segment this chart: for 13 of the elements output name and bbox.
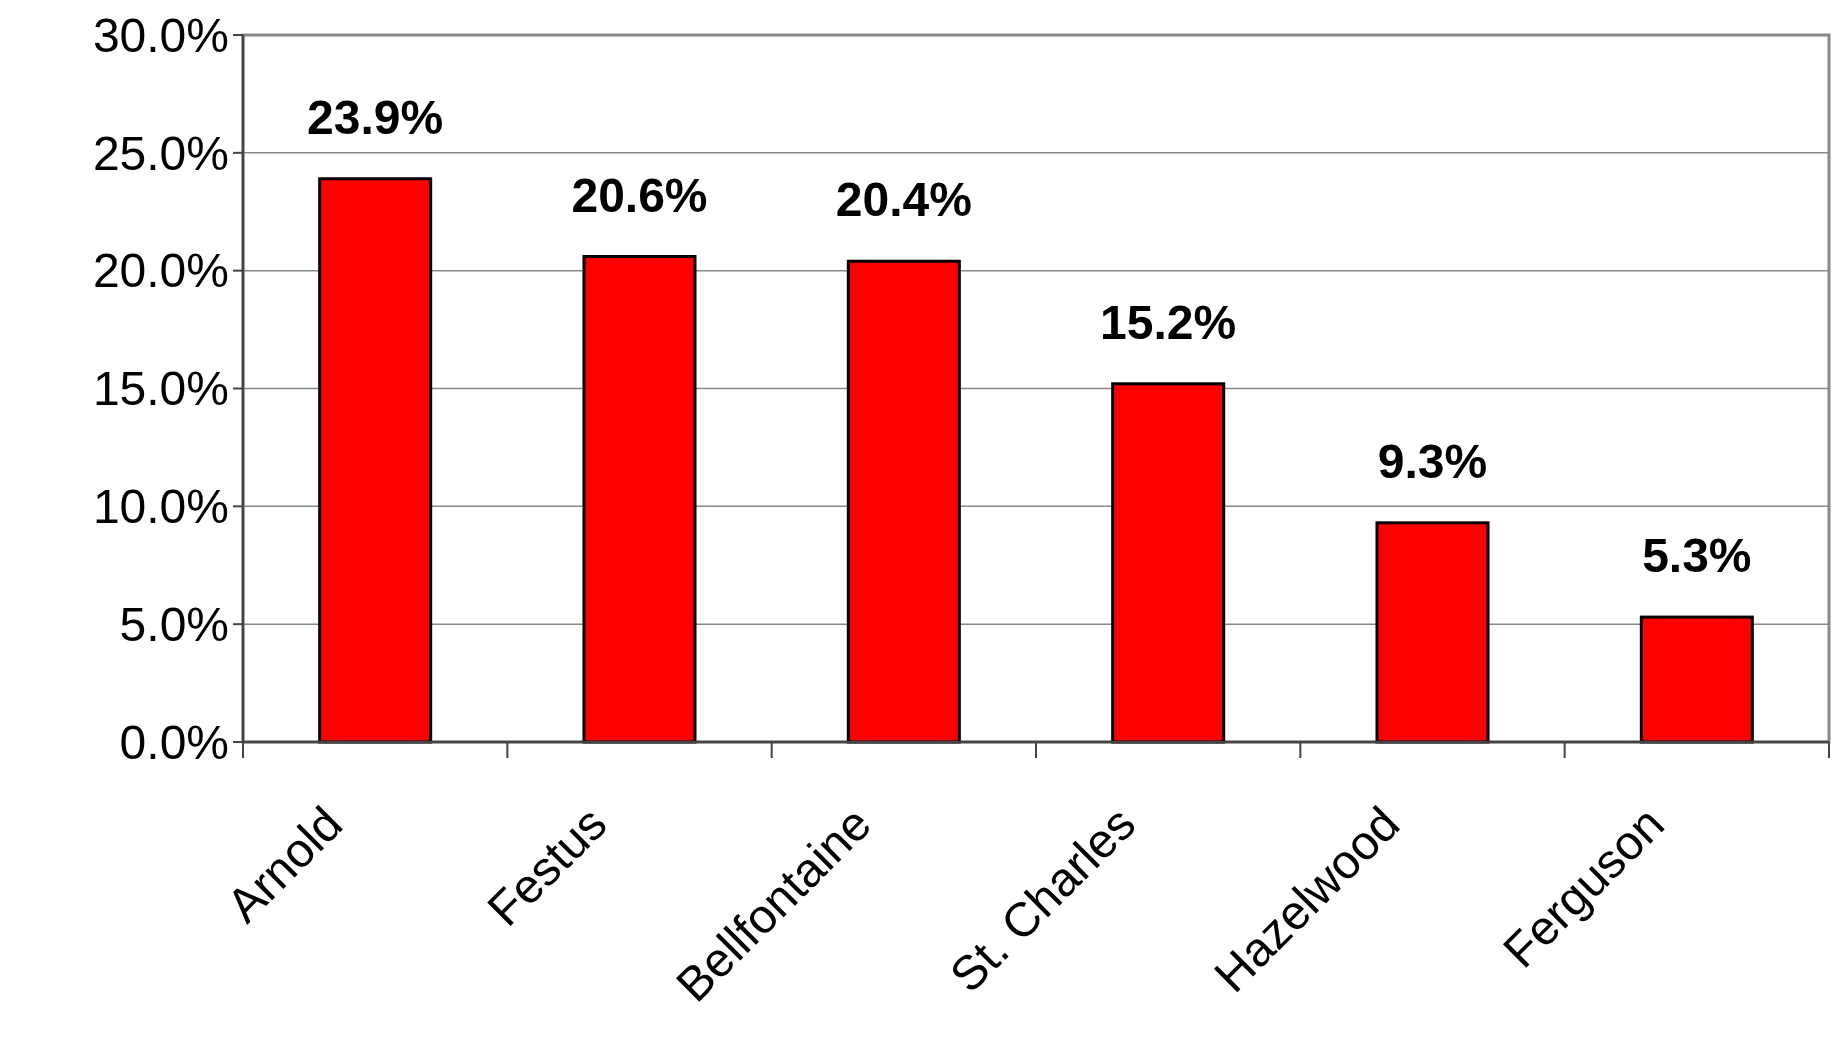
data-label: 5.3%: [1642, 529, 1752, 583]
data-label: 15.2%: [1100, 295, 1237, 349]
data-label: 9.3%: [1377, 434, 1488, 488]
y-tick-label: 0.0%: [119, 715, 229, 769]
data-label: 23.9%: [307, 90, 444, 144]
data-label: 20.6%: [571, 168, 708, 222]
y-tick-label: 30.0%: [92, 8, 229, 62]
y-tick-label: 25.0%: [92, 126, 229, 180]
data-label: 20.4%: [835, 173, 972, 227]
y-tick-label: 20.0%: [92, 244, 229, 298]
y-tick-label: 15.0%: [92, 362, 229, 416]
y-tick-label: 10.0%: [92, 480, 229, 534]
y-tick-label: 5.0%: [119, 597, 229, 651]
